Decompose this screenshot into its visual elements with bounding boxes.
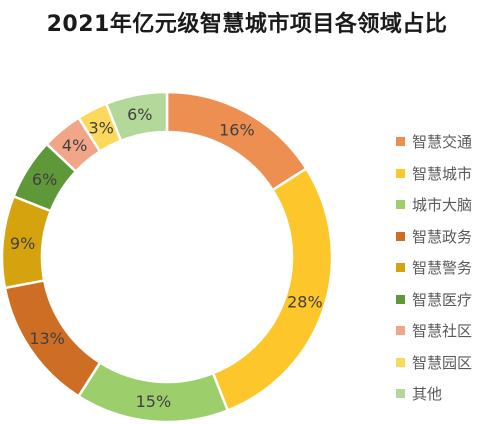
slice-1 — [165, 90, 309, 192]
legend-label: 智慧交通 — [412, 133, 473, 152]
slice-value-label: 16% — [219, 120, 255, 139]
legend-item: 智慧政务 — [396, 221, 492, 253]
legend-label: 城市大脑 — [412, 196, 473, 215]
legend-label: 智慧园区 — [412, 353, 473, 372]
legend-item: 智慧警务 — [396, 252, 492, 284]
slice-value-label: 28% — [287, 292, 323, 311]
slice-value-label: 13% — [29, 329, 65, 348]
slice-value-label: 15% — [136, 392, 172, 411]
slice-value-label: 3% — [89, 118, 114, 137]
legend-item: 城市大脑 — [396, 189, 492, 221]
chart-title: 2021年亿元级智慧城市项目各领域占比 — [46, 12, 448, 37]
legend-label: 智慧警务 — [412, 259, 473, 278]
slice-value-label: 9% — [10, 234, 35, 253]
legend-item: 智慧医疗 — [396, 284, 492, 316]
legend-swatch — [396, 137, 405, 147]
legend-swatch — [396, 326, 405, 336]
legend-label: 其他 — [412, 385, 443, 404]
legend-swatch — [396, 231, 405, 241]
legend-swatch — [396, 200, 405, 210]
legend-item: 智慧交通 — [396, 126, 492, 158]
legend-label: 智慧政务 — [412, 227, 473, 246]
legend-swatch — [396, 389, 405, 399]
legend-label: 智慧社区 — [412, 322, 473, 341]
legend-swatch — [396, 357, 405, 367]
legend-swatch — [396, 294, 405, 304]
legend-swatch — [396, 168, 405, 178]
slice-2 — [211, 166, 334, 413]
legend-item: 其他 — [396, 378, 492, 410]
legend-swatch — [396, 263, 405, 273]
slice-value-label: 6% — [32, 170, 57, 189]
slice-value-label: 4% — [62, 136, 87, 155]
legend-label: 智慧医疗 — [412, 290, 473, 309]
legend-item: 智慧城市 — [396, 158, 492, 190]
slice-9 — [104, 90, 169, 143]
legend-item: 智慧社区 — [396, 315, 492, 347]
legend-item: 智慧园区 — [396, 347, 492, 379]
legend: 智慧交通智慧城市城市大脑智慧政务智慧警务智慧医疗智慧社区智慧园区其他 — [396, 126, 492, 410]
legend-label: 智慧城市 — [412, 164, 473, 183]
slice-value-label: 6% — [127, 105, 152, 124]
